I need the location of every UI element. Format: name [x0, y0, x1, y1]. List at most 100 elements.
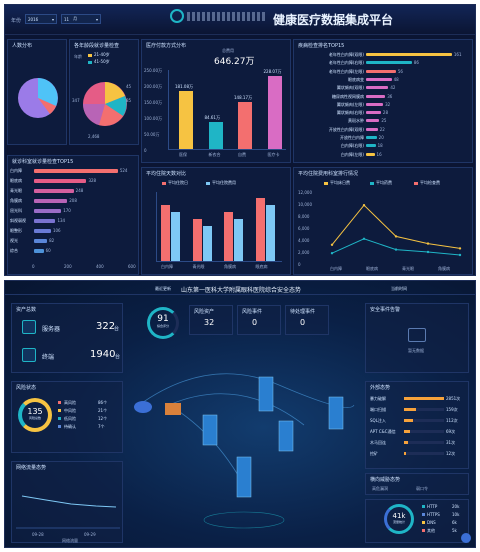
risk-event-tile[interactable]: 风险事件 0 — [237, 305, 281, 335]
vuln-item: 弱口令 — [416, 486, 428, 491]
legend-item: 平均检查费 — [414, 180, 440, 186]
data-label: 134 — [57, 218, 66, 223]
x-tick: 医疗卡 — [267, 152, 280, 157]
flow-line-chart — [16, 495, 120, 529]
threat-card: 外部态势 暴力破解 2851次 端口扫描 159次 SQL注入 112次 APT C&C通信… — [365, 381, 469, 469]
threat-bar — [404, 419, 413, 422]
risk-swatch — [58, 417, 61, 420]
server-building-icon — [236, 456, 252, 498]
vuln-item: 高危漏洞 — [372, 486, 388, 491]
data-label: 84.61万 — [204, 114, 220, 120]
card-title: 疾病检查排名TOP15 — [298, 43, 345, 49]
month-select[interactable]: 11 月 ▾ — [61, 14, 101, 24]
x-tick: 青光眼 — [402, 266, 414, 271]
disease-label: 翼状胬肉(左眼) — [336, 101, 364, 107]
server-building-icon — [278, 420, 294, 452]
terminal-value: 1940 — [90, 349, 116, 360]
trend-card: 平均住院费用科室排行情况 平均床日费 平均药费 平均检查费 12,000 10,0… — [293, 167, 473, 275]
data-label: 16 — [376, 151, 382, 157]
disease-label: 老年性白内障(右眼) — [328, 60, 364, 66]
chevron-down-icon: ▾ — [95, 16, 98, 22]
disease-card: 疾病检查排名TOP15 老年性白内障(双眼) 161 老年性白内障(右眼) 86 老年性… — [293, 39, 473, 163]
data-label: 20 — [378, 135, 384, 140]
trend-series-line — [331, 238, 461, 256]
data-label: 328 — [88, 178, 97, 183]
trend-point — [426, 242, 430, 245]
data-label: 2,468 — [88, 134, 100, 139]
trend-line-chart — [330, 204, 462, 257]
chat-bubble-icon[interactable] — [461, 533, 471, 543]
year-select[interactable]: 2016 ▾ — [25, 14, 57, 24]
x-tick: 自费 — [238, 152, 246, 157]
legend-item: 平均住院费用 — [206, 180, 236, 186]
traffic-total: 41k — [392, 512, 406, 520]
y-tick: 10,000 — [298, 202, 312, 207]
assets-card: 资产总数 服务器 322 台 终端 1940 台 — [11, 303, 123, 373]
pie-slice — [99, 104, 123, 126]
dept-bar — [34, 209, 62, 213]
medical-dashboard: 年份 2016 ▾ 11 月 ▾ 健康医疗数据集成平台 人数分布 各年龄段就诊量检查 … — [4, 4, 476, 276]
legend-swatch — [88, 60, 92, 64]
x-tick: 400 — [96, 264, 104, 269]
x-tick: 白内障 — [161, 264, 173, 269]
data-label: 22 — [379, 126, 385, 132]
x-tick: 白内障 — [330, 266, 342, 271]
payment-bar — [238, 101, 252, 149]
card-title: 人数分布 — [12, 43, 33, 49]
card-title: 平均住院费用科室排行情况 — [298, 171, 359, 177]
disease-label: 糖尿病性视网膜病 — [332, 93, 364, 99]
traffic-label: HTTP — [427, 504, 438, 509]
dept-bar — [34, 199, 68, 203]
hospital-logo — [170, 9, 184, 23]
traffic-value: 10k — [452, 512, 460, 517]
threat-value: 159次 — [446, 407, 458, 412]
disease-label: 翼状胬肉(右眼) — [336, 110, 364, 116]
dept-label: 综合 — [10, 248, 18, 253]
platform-ring — [203, 511, 285, 529]
traffic-label: 流量统计 — [392, 520, 405, 524]
y-tick: 50.00万 — [144, 132, 160, 137]
disease-bar — [366, 102, 384, 106]
terminal-label: 终端 — [42, 354, 55, 361]
card-title: 安全事件告警 — [370, 307, 401, 313]
page-title: 健康医疗数据集成平台 — [273, 13, 394, 27]
pie-slice — [105, 82, 125, 104]
server-building-icon — [328, 396, 344, 430]
server-building-icon — [258, 376, 274, 412]
risk-swatch — [58, 401, 61, 404]
stay-bar-a — [161, 205, 170, 261]
disease-bar — [366, 53, 452, 56]
traffic-swatch — [422, 505, 425, 508]
dept-card: 就诊科室就诊量检查TOP15 白内障 524 眼底病 328 青光眼 248 角膜病 208 屈… — [7, 155, 139, 275]
threat-bar — [404, 430, 410, 433]
data-label: 86 — [413, 60, 419, 66]
trend-point — [362, 204, 366, 207]
pie-slice — [105, 96, 127, 116]
legend-swatch — [414, 181, 418, 185]
legend-swatch — [370, 181, 374, 185]
x-tick: 青光眼 — [192, 264, 205, 269]
threat-bar-track — [404, 408, 444, 411]
empty-box-icon — [408, 328, 426, 342]
hospital-name-logotype — [187, 12, 267, 21]
stay-bar-b — [265, 205, 275, 261]
threat-label: 端口扫描 — [370, 407, 386, 412]
disease-bar — [366, 69, 396, 73]
data-label: 208 — [69, 198, 77, 203]
disease-label: 眼底病变 — [348, 76, 364, 82]
risk-asset-tile[interactable]: 风险资产 32 — [189, 305, 233, 335]
pending-event-tile[interactable]: 待处理事件 0 — [285, 305, 329, 335]
score-ring: 91 综合评分 — [147, 307, 179, 339]
legend-swatch — [88, 53, 92, 57]
update-info: 最近更新 — [155, 286, 171, 291]
traffic-value: 5k — [452, 528, 457, 533]
risk-value: 7个 — [98, 424, 105, 429]
disease-bar — [366, 152, 375, 156]
pie-slice — [38, 98, 56, 114]
trend-point — [458, 253, 462, 257]
score-label: 综合评分 — [156, 324, 169, 328]
risk-total: 135 — [27, 407, 43, 416]
data-label: 170 — [63, 208, 71, 213]
security-dashboard: 最近更新 山东第一医科大学附属眼科医院综合安全态势 当前时间 资产总数 服务器 … — [4, 280, 476, 548]
chevron-down-icon: ▾ — [51, 16, 54, 22]
